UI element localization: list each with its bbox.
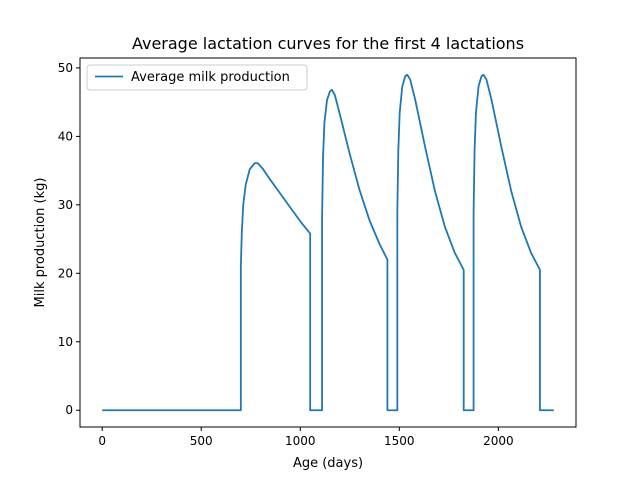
x-tick-label: 1000 xyxy=(285,434,316,448)
axes-frame xyxy=(79,57,577,428)
y-tick-label: 20 xyxy=(58,266,73,280)
legend-entry-label: Average milk production xyxy=(131,70,290,85)
y-tick-label: 10 xyxy=(58,335,73,349)
x-tick-label: 1500 xyxy=(384,434,415,448)
x-tick-label: 2000 xyxy=(483,434,514,448)
x-tick-label: 0 xyxy=(98,434,106,448)
x-axis: 0 500 1000 1500 2000 xyxy=(98,427,514,448)
legend: Average milk production xyxy=(86,64,308,91)
y-tick-label: 0 xyxy=(65,403,73,417)
x-axis-label: Age (days) xyxy=(293,456,363,471)
series-line-0 xyxy=(102,73,554,412)
y-axis: 0 10 20 30 40 50 xyxy=(58,61,80,417)
y-tick-label: 50 xyxy=(58,61,73,75)
legend-box xyxy=(86,64,308,91)
y-tick-label: 40 xyxy=(58,129,73,143)
chart-title: Average lactation curves for the first 4… xyxy=(132,34,524,53)
y-axis-label: Milk production (kg) xyxy=(33,178,48,308)
y-tick-label: 30 xyxy=(58,198,73,212)
x-tick-label: 500 xyxy=(190,434,213,448)
plot-area xyxy=(102,73,554,412)
